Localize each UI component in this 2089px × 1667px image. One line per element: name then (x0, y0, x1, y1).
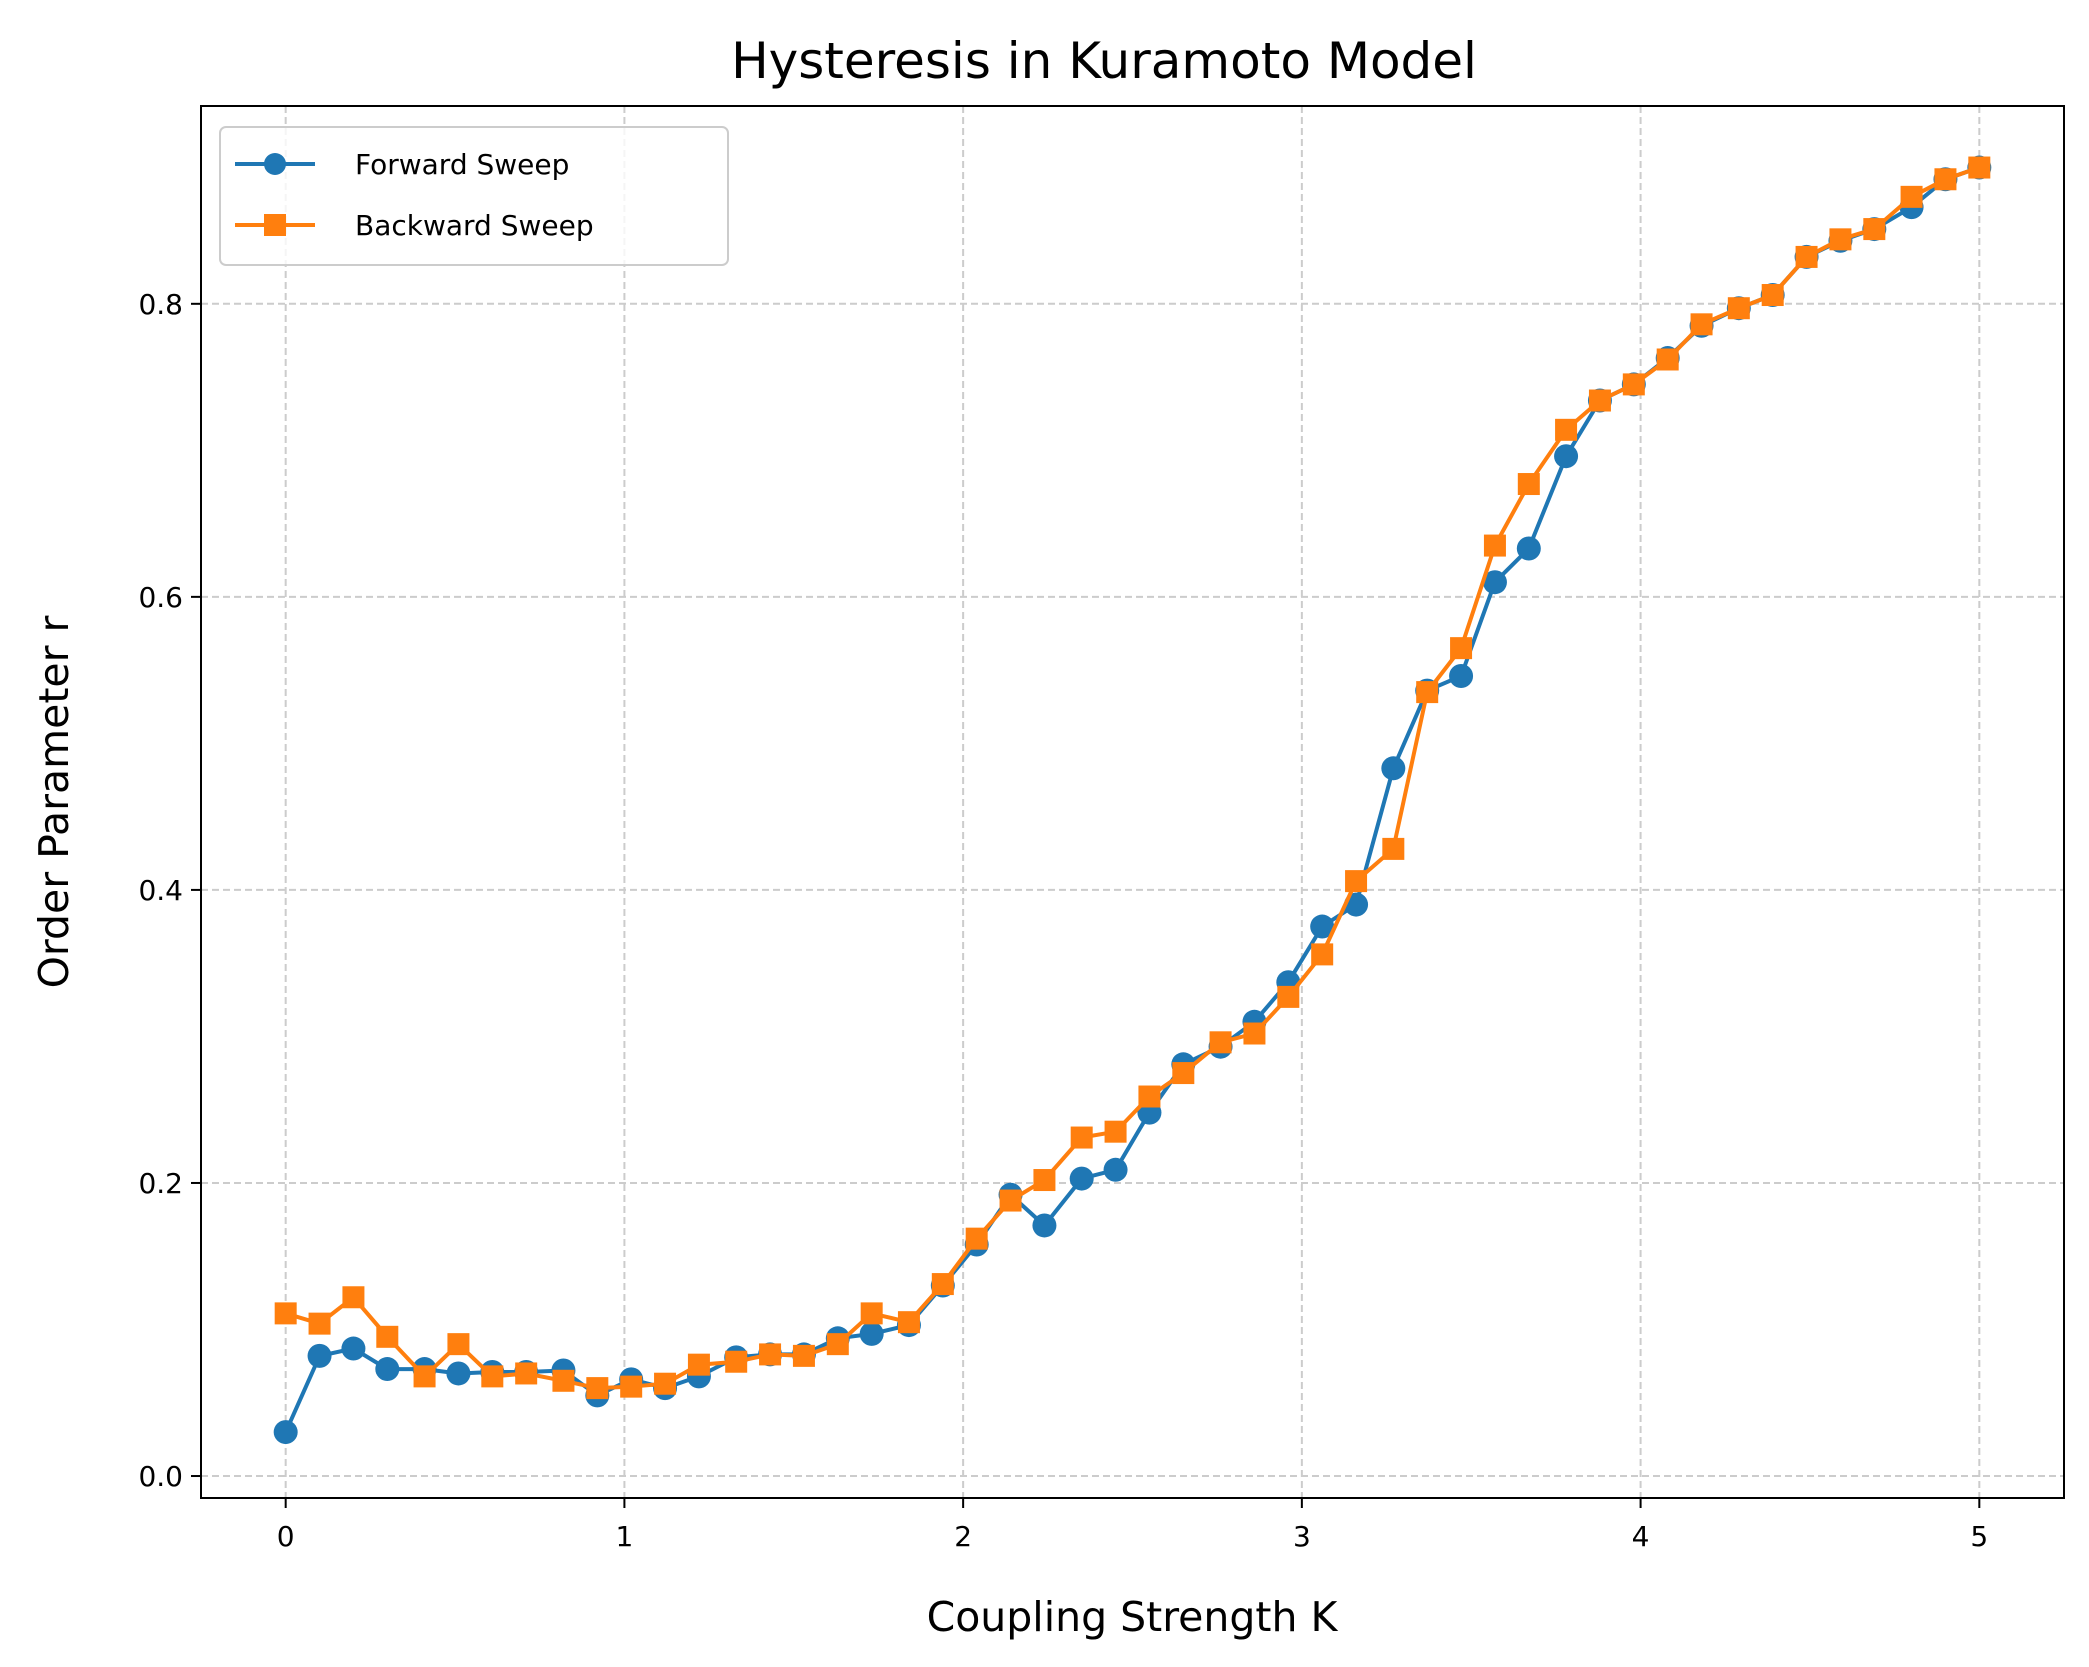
legend-label-backward: Backward Sweep (355, 209, 594, 242)
data-point (481, 1365, 504, 1388)
data-point (1829, 228, 1852, 251)
legend: Forward Sweep Backward Sweep (219, 126, 729, 266)
data-point (1588, 389, 1611, 412)
data-point (1622, 373, 1645, 396)
data-point (342, 1286, 365, 1309)
data-point (1382, 837, 1405, 860)
data-point (273, 1420, 298, 1445)
data-point (274, 1302, 297, 1325)
y-tick-label: 0.2 (138, 1167, 183, 1200)
x-tick-label: 2 (954, 1520, 972, 1553)
data-point (341, 1336, 366, 1361)
data-point (859, 1321, 884, 1346)
x-axis-label: Coupling Strength K (927, 1593, 1339, 1641)
data-point (1516, 536, 1541, 561)
y-tick-label: 0.0 (138, 1460, 183, 1493)
x-tick-label: 3 (1293, 1520, 1311, 1553)
data-point (1863, 218, 1886, 241)
data-point (308, 1312, 331, 1335)
data-point (1103, 1157, 1128, 1182)
data-point (1761, 284, 1784, 307)
y-tick-label: 0.8 (138, 288, 183, 321)
data-point (1483, 534, 1506, 557)
data-point (654, 1372, 677, 1395)
data-point (1172, 1062, 1195, 1085)
y-axis: 0.0 0.2 0.4 0.6 0.8 (138, 288, 201, 1493)
data-point (1727, 297, 1750, 320)
data-point (1690, 313, 1713, 336)
y-tick-label: 0.6 (138, 581, 183, 614)
data-point (1311, 943, 1334, 966)
data-point (1069, 1166, 1094, 1191)
data-point (860, 1302, 883, 1325)
data-point (413, 1365, 436, 1388)
data-point (375, 1357, 400, 1382)
data-point (1968, 156, 1991, 179)
data-point (1900, 185, 1923, 208)
axes-frame (200, 105, 2065, 1499)
data-point (1104, 1120, 1127, 1143)
data-point (446, 1361, 471, 1386)
y-tick-label: 0.4 (138, 874, 183, 907)
data-point (897, 1311, 920, 1334)
data-point (1517, 473, 1540, 496)
data-point (447, 1333, 470, 1356)
data-point (1934, 168, 1957, 191)
legend-label-forward: Forward Sweep (355, 148, 569, 181)
data-point (792, 1344, 815, 1367)
plot-background (201, 106, 2064, 1498)
x-tick-label: 0 (277, 1520, 295, 1553)
data-point (1449, 663, 1474, 688)
data-point (1138, 1085, 1161, 1108)
data-point (376, 1325, 399, 1348)
data-point (1554, 444, 1579, 469)
data-point (1416, 681, 1439, 704)
data-point (307, 1343, 332, 1368)
data-point (965, 1227, 988, 1250)
x-tick-label: 5 (1970, 1520, 1988, 1553)
chart-title: Hysteresis in Kuramoto Model (731, 32, 1477, 90)
data-point (931, 1273, 954, 1296)
data-point (687, 1353, 710, 1376)
data-point (515, 1362, 538, 1385)
y-axis-label: Order Parameter r (30, 615, 78, 988)
data-point (1450, 637, 1473, 660)
data-point (759, 1343, 782, 1366)
data-point (1243, 1022, 1266, 1045)
data-point (1656, 348, 1679, 371)
data-point (1033, 1169, 1056, 1192)
legend-frame (219, 126, 729, 266)
x-tick-label: 1 (615, 1520, 633, 1553)
legend-marker-backward (264, 214, 286, 236)
data-point (1345, 870, 1368, 893)
series-backward-sweep (274, 156, 1991, 1400)
data-point (552, 1369, 575, 1392)
data-point (620, 1375, 643, 1398)
data-point (1209, 1031, 1232, 1054)
series-layer (273, 155, 1992, 1445)
data-point (1795, 245, 1818, 268)
x-tick-label: 4 (1632, 1520, 1650, 1553)
data-point (999, 1189, 1022, 1212)
data-point (725, 1350, 748, 1373)
plot-area (200, 105, 2065, 1499)
data-point (1310, 914, 1335, 939)
legend-marker-forward (264, 153, 286, 175)
data-point (1482, 570, 1507, 595)
data-point (1070, 1126, 1093, 1149)
data-point (826, 1333, 849, 1356)
data-point (586, 1377, 609, 1400)
data-point (1277, 985, 1300, 1008)
data-point (1555, 418, 1578, 441)
data-point (1381, 756, 1406, 781)
x-axis: 0 1 2 3 4 5 (277, 1498, 1988, 1553)
data-point (1032, 1213, 1057, 1238)
